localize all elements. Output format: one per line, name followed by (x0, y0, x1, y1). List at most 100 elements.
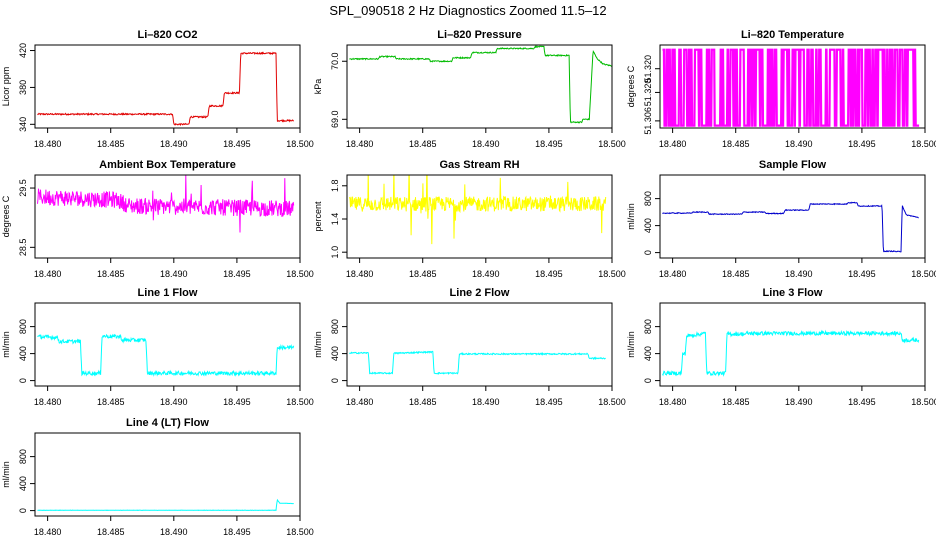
series-trace (349, 175, 607, 245)
y-tick-label: 0 (643, 250, 653, 255)
x-tick-label: 18.495 (848, 139, 876, 149)
series-trace (37, 175, 295, 233)
y-tick-label: 400 (643, 218, 653, 233)
y-axis-label: ml/min (313, 331, 323, 358)
x-tick-label: 18.500 (286, 269, 314, 279)
y-tick-label: 380 (18, 80, 28, 95)
plot-frame (659, 302, 926, 387)
x-tick-label: 18.500 (911, 269, 936, 279)
x-tick-label: 18.500 (286, 527, 314, 537)
x-tick-label: 18.495 (223, 397, 251, 407)
y-tick-label: 0 (643, 378, 653, 383)
y-tick-label: 28.5 (18, 239, 28, 257)
panel-7: Line 2 Flow ml/min 18.480 18.485 18.490 18.49… (313, 287, 626, 407)
y-tick-label: 29.5 (18, 179, 28, 197)
panel-title: Line 3 Flow (763, 287, 823, 299)
series-trace (662, 201, 919, 253)
x-tick-label: 18.480 (34, 139, 62, 149)
panel-4: Gas Stream RH percent 18.480 18.485 18.490 18… (313, 159, 626, 279)
y-tick-label: 51.320 (643, 55, 653, 83)
plot-frame (346, 174, 613, 259)
x-tick-label: 18.480 (659, 397, 687, 407)
y-tick-label: 800 (643, 319, 653, 334)
y-tick-label: 0 (18, 508, 28, 513)
x-tick-label: 18.495 (848, 397, 876, 407)
x-tick-label: 18.490 (785, 139, 813, 149)
y-tick-label: 400 (18, 476, 28, 491)
panel-title: Ambient Box Temperature (99, 159, 236, 171)
x-tick-label: 18.500 (286, 397, 314, 407)
x-tick-label: 18.500 (911, 397, 936, 407)
y-tick-label: 340 (18, 117, 28, 132)
series-trace (37, 333, 295, 377)
x-tick-label: 18.495 (223, 139, 251, 149)
x-tick-label: 18.495 (535, 397, 563, 407)
y-axis-label: ml/min (1, 331, 11, 358)
page-title: SPL_090518 2 Hz Diagnostics Zoomed 11.5–… (329, 3, 607, 18)
panel-title: Sample Flow (759, 159, 827, 171)
y-tick-label: 1.0 (330, 246, 340, 259)
x-tick-label: 18.500 (911, 139, 936, 149)
panel-title: Gas Stream RH (439, 159, 519, 171)
plot-frame (34, 174, 301, 259)
x-tick-label: 18.480 (346, 269, 374, 279)
x-tick-label: 18.500 (598, 269, 626, 279)
panel-title: Line 2 Flow (450, 287, 510, 299)
x-tick-label: 18.485 (722, 397, 750, 407)
series-trace (662, 329, 920, 377)
y-tick-label: 1.4 (330, 213, 340, 226)
panel-6: Line 1 Flow ml/min 18.480 18.485 18.490 18.49… (1, 287, 314, 407)
y-tick-label: 69.0 (330, 111, 340, 129)
plot-frame (346, 44, 613, 129)
plot-frame (34, 302, 301, 387)
plot-frame (346, 302, 613, 387)
y-axis-label: ml/min (626, 203, 636, 230)
x-tick-label: 18.500 (598, 397, 626, 407)
panel-1: Li–820 Pressure kPa 18.480 18.485 18.490 18.4… (313, 29, 626, 149)
plot-frame (659, 174, 926, 259)
y-tick-label: 0 (18, 378, 28, 383)
x-tick-label: 18.485 (409, 397, 437, 407)
x-tick-label: 18.500 (286, 139, 314, 149)
x-tick-label: 18.490 (160, 527, 188, 537)
x-tick-label: 18.495 (223, 527, 251, 537)
x-tick-label: 18.490 (472, 397, 500, 407)
panel-0: Li–820 CO2 Licor ppm 18.480 18.485 18.490 18.… (1, 29, 314, 149)
panel-title: Line 1 Flow (138, 287, 198, 299)
x-tick-label: 18.480 (346, 397, 374, 407)
y-tick-label: 0 (330, 378, 340, 383)
series-trace (349, 45, 612, 124)
x-tick-label: 18.480 (659, 269, 687, 279)
y-tick-label: 800 (330, 319, 340, 334)
panel-8: Line 3 Flow ml/min 18.480 18.485 18.490 18.49… (626, 287, 936, 407)
x-tick-label: 18.490 (785, 269, 813, 279)
x-tick-label: 18.480 (34, 269, 62, 279)
x-tick-label: 18.485 (722, 139, 750, 149)
y-tick-label: 800 (18, 319, 28, 334)
x-tick-label: 18.485 (97, 397, 125, 407)
series-trace (37, 498, 294, 512)
panel-title: Li–820 Pressure (437, 29, 521, 41)
x-tick-label: 18.485 (722, 269, 750, 279)
y-tick-label: 400 (643, 346, 653, 361)
y-tick-label: 400 (330, 346, 340, 361)
y-axis-label: percent (313, 201, 323, 232)
x-tick-label: 18.490 (160, 269, 188, 279)
plot-frame (34, 44, 301, 129)
y-axis-label: degrees C (626, 65, 636, 107)
x-tick-label: 18.495 (535, 139, 563, 149)
panel-9: Line 4 (LT) Flow ml/min 18.480 18.485 18.490… (1, 417, 314, 537)
x-tick-label: 18.485 (409, 269, 437, 279)
y-tick-label: 1.8 (330, 180, 340, 193)
x-tick-label: 18.490 (472, 269, 500, 279)
x-tick-label: 18.495 (223, 269, 251, 279)
x-tick-label: 18.495 (848, 269, 876, 279)
y-axis-label: ml/min (626, 331, 636, 358)
panel-title: Line 4 (LT) Flow (126, 417, 209, 429)
panel-2: Li–820 Temperature degrees C 18.480 18.485 1… (626, 29, 936, 149)
series-trace (349, 350, 606, 376)
x-tick-label: 18.490 (785, 397, 813, 407)
x-tick-label: 18.480 (34, 527, 62, 537)
x-tick-label: 18.485 (97, 139, 125, 149)
x-tick-label: 18.485 (97, 527, 125, 537)
